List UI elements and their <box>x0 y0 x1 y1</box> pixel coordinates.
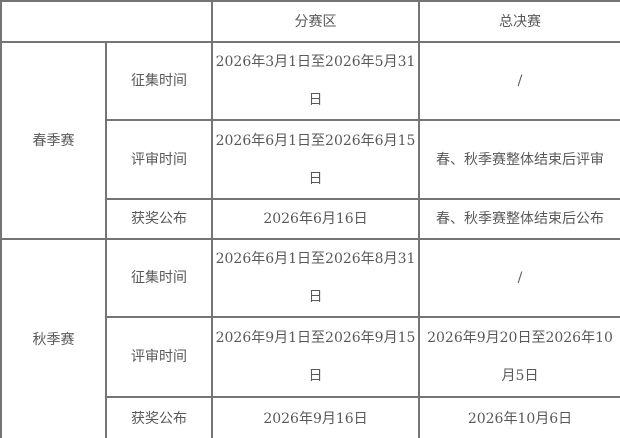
table-row: 获奖公布 2026年9月16日 2026年10月6日 <box>1 396 620 438</box>
table-row: 评审时间 2026年9月1日至2026年9月15日 2026年9月20日至202… <box>1 316 620 398</box>
corner-cell <box>0 0 213 43</box>
cell-regional: 2026年3月1日至2026年5月31日 <box>211 41 420 121</box>
cell-finals: 春、秋季赛整体结束后公布 <box>418 198 620 240</box>
cell-regional: 2026年9月16日 <box>211 396 420 438</box>
row-label: 征集时间 <box>105 238 213 318</box>
row-label: 征集时间 <box>105 41 213 121</box>
section-label-spring: 春季赛 <box>0 41 107 240</box>
cell-finals: 2026年10月6日 <box>418 396 620 438</box>
table-row: 评审时间 2026年6月1日至2026年6月15日 春、秋季赛整体结束后评审 <box>1 119 620 200</box>
table-row: 春季赛 征集时间 2026年3月1日至2026年5月31日 / <box>0 41 620 240</box>
section-label-autumn: 秋季赛 <box>0 238 107 438</box>
table-row: 秋季赛 征集时间 2026年6月1日至2026年8月31日 / <box>0 238 620 438</box>
header-row: 分赛区 总决赛 <box>0 0 620 43</box>
row-label: 获奖公布 <box>105 396 213 438</box>
cell-regional: 2026年6月1日至2026年6月15日 <box>211 119 420 200</box>
cell-finals: 2026年9月20日至2026年10月5日 <box>418 316 620 398</box>
cell-finals: / <box>418 238 620 318</box>
cell-regional: 2026年6月16日 <box>211 198 420 240</box>
cell-regional: 2026年6月1日至2026年8月31日 <box>211 238 420 318</box>
row-label: 评审时间 <box>105 316 213 398</box>
cell-regional: 2026年9月1日至2026年9月15日 <box>211 316 420 398</box>
cell-finals: 春、秋季赛整体结束后评审 <box>418 119 620 200</box>
row-label: 评审时间 <box>105 119 213 200</box>
table-row: 获奖公布 2026年6月16日 春、秋季赛整体结束后公布 <box>1 198 620 240</box>
column-header-finals: 总决赛 <box>418 0 620 43</box>
row-label: 获奖公布 <box>105 198 213 240</box>
cell-finals: / <box>418 41 620 121</box>
column-header-regional: 分赛区 <box>211 0 420 43</box>
